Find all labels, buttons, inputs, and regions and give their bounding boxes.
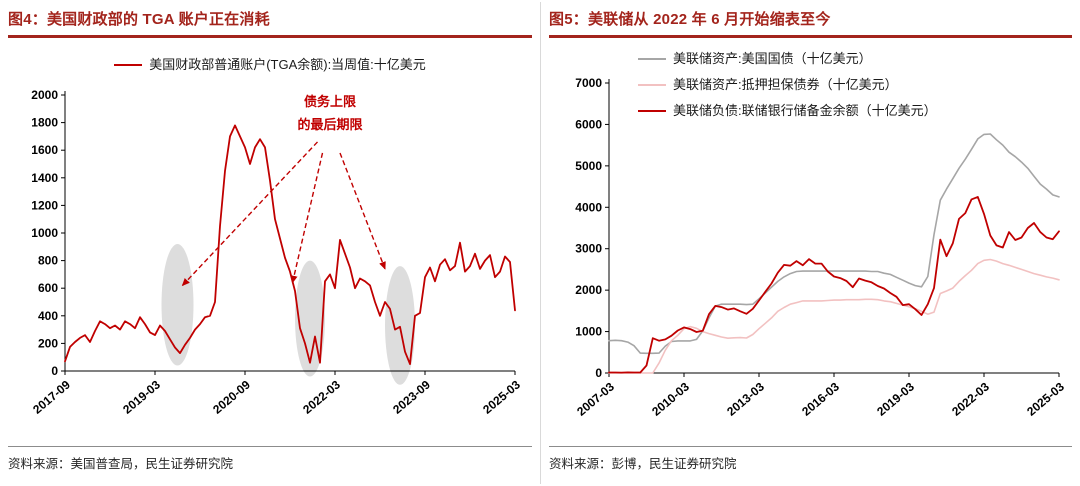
figure4-legend: 美国财政部普通账户(TGA余额):当周值:十亿美元: [8, 56, 532, 74]
svg-text:2022-03: 2022-03: [949, 379, 992, 418]
tga-line-chart: 0 200 400 600 800 1000 1200 1400 1600 1800 2000 201…: [30, 88, 523, 417]
svg-text:2025-03: 2025-03: [480, 377, 523, 416]
reserves-series-swatch: [638, 110, 666, 112]
svg-text:1200: 1200: [31, 198, 58, 212]
svg-text:200: 200: [38, 336, 58, 350]
svg-text:1600: 1600: [31, 143, 58, 157]
svg-text:债务上限: 债务上限: [304, 94, 357, 109]
svg-text:7000: 7000: [575, 76, 602, 90]
svg-text:的最后期限: 的最后期限: [297, 117, 363, 132]
legend-item-mbs: 美联储资产:抵押担保债券（十亿美元）: [638, 76, 937, 94]
figure5-chart-area: 美联储资产:美国国债（十亿美元） 美联储资产:抵押担保债券（十亿美元） 美联储负…: [549, 40, 1072, 442]
mbs-series-label: 美联储资产:抵押担保债券（十亿美元）: [673, 77, 898, 92]
svg-text:2007-03: 2007-03: [574, 379, 617, 418]
svg-text:2019-03: 2019-03: [120, 377, 163, 416]
svg-text:800: 800: [38, 254, 58, 268]
figure5-panel: 图5：美联储从 2022 年 6 月开始缩表至今 美联储资产:美国国债（十亿美元…: [541, 0, 1080, 486]
figure5-title: 图5：美联储从 2022 年 6 月开始缩表至今: [549, 8, 1072, 38]
svg-text:2017-09: 2017-09: [30, 377, 73, 416]
svg-text:2022-03: 2022-03: [300, 377, 343, 416]
svg-text:1400: 1400: [31, 171, 58, 185]
svg-text:400: 400: [38, 309, 58, 323]
svg-text:2019-03: 2019-03: [874, 379, 917, 418]
fed-balance-sheet-chart: 0 1000 2000 3000 4000 5000 6000 7000 2007-03 2010…: [574, 76, 1067, 419]
svg-text:1800: 1800: [31, 116, 58, 130]
figure4-source: 资料来源：美国普查局，民生证券研究院: [8, 446, 532, 480]
svg-text:3000: 3000: [575, 242, 602, 256]
svg-text:2013-03: 2013-03: [724, 379, 767, 418]
figure4-panel: 图4：美国财政部的 TGA 账户正在消耗 美国财政部普通账户(TGA余额):当周…: [8, 8, 532, 480]
svg-text:2016-03: 2016-03: [799, 379, 842, 418]
mbs-series-swatch: [638, 84, 666, 86]
svg-text:0: 0: [51, 364, 58, 378]
svg-text:2025-03: 2025-03: [1024, 379, 1067, 418]
tga-series-swatch: [114, 64, 143, 66]
legend-item-tga: 美国财政部普通账户(TGA余额):当周值:十亿美元: [114, 56, 426, 74]
treasury-series-swatch: [638, 58, 666, 60]
figure5-legend: 美联储资产:美国国债（十亿美元） 美联储资产:抵押担保债券（十亿美元） 美联储负…: [638, 50, 937, 120]
treasury-series-label: 美联储资产:美国国债（十亿美元）: [673, 51, 872, 66]
svg-text:6000: 6000: [575, 117, 602, 131]
svg-text:600: 600: [38, 281, 58, 295]
figure4-title: 图4：美国财政部的 TGA 账户正在消耗: [8, 8, 532, 38]
svg-text:2000: 2000: [31, 88, 58, 102]
svg-text:1000: 1000: [575, 325, 602, 339]
figure5-source: 资料来源：彭博，民生证券研究院: [549, 446, 1072, 480]
reserves-series-label: 美联储负债:联储银行储备金余额（十亿美元）: [673, 103, 937, 118]
legend-item-treasury: 美联储资产:美国国债（十亿美元）: [638, 50, 937, 68]
svg-text:1000: 1000: [31, 226, 58, 240]
legend-item-reserves: 美联储负债:联储银行储备金余额（十亿美元）: [638, 102, 937, 120]
tga-series-label: 美国财政部普通账户(TGA余额):当周值:十亿美元: [149, 57, 426, 72]
svg-text:2000: 2000: [575, 283, 602, 297]
svg-text:2020-09: 2020-09: [210, 377, 253, 416]
svg-text:2010-03: 2010-03: [649, 379, 692, 418]
svg-text:4000: 4000: [575, 200, 602, 214]
svg-text:0: 0: [595, 366, 602, 380]
figure4-chart-area: 美国财政部普通账户(TGA余额):当周值:十亿美元 0 200 400 600 800 1…: [8, 40, 532, 442]
panel-divider: [540, 2, 541, 484]
svg-text:5000: 5000: [575, 159, 602, 173]
